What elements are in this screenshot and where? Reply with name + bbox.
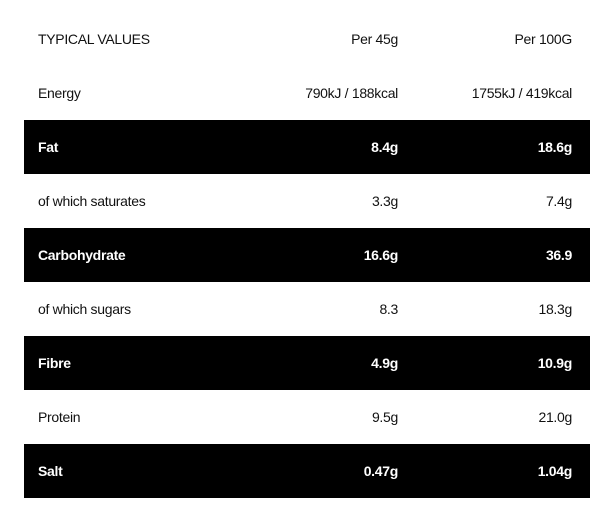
table-cell: of which sugars bbox=[38, 301, 131, 317]
table-cell: 8.4g bbox=[238, 120, 398, 174]
table-cell: 790kJ / 188kcal bbox=[305, 85, 398, 101]
table-cell: Fibre bbox=[24, 336, 238, 390]
table-cell: Energy bbox=[38, 85, 81, 101]
table-cell: 18.6g bbox=[398, 120, 590, 174]
header-row: TYPICAL VALUES Per 45g Per 100G bbox=[24, 12, 590, 66]
table-cell: TYPICAL VALUES bbox=[38, 31, 150, 47]
table-body: Energy 790kJ / 188kcal 1755kJ / 419kcal Fat… bbox=[24, 66, 590, 498]
table-cell: 8.3 bbox=[379, 301, 398, 317]
table-row: Salt 0.47g 1.04g bbox=[24, 444, 590, 498]
table-row: Fibre 4.9g 10.9g bbox=[24, 336, 590, 390]
table-cell: Carbohydrate bbox=[24, 228, 238, 282]
table-cell: 1755kJ / 419kcal bbox=[471, 85, 573, 101]
table-row: of which sugars 8.3 18.3g bbox=[24, 282, 590, 336]
table-row: Fat 8.4g 18.6g bbox=[24, 120, 590, 174]
table-cell: Per 100G bbox=[514, 31, 572, 47]
table-row: Energy 790kJ / 188kcal 1755kJ / 419kcal bbox=[24, 66, 590, 120]
table-cell: 18.3g bbox=[538, 301, 572, 317]
nutrition-table: TYPICAL VALUES Per 45g Per 100G Energy 790k… bbox=[24, 12, 590, 498]
table-cell: 1.04g bbox=[398, 444, 590, 498]
table-row: Carbohydrate 16.6g 36.9 bbox=[24, 228, 590, 282]
table-cell: Fat bbox=[24, 120, 238, 174]
table-cell: Salt bbox=[24, 444, 238, 498]
table-cell: 36.9 bbox=[398, 228, 590, 282]
table-row: of which saturates 3.3g 7.4g bbox=[24, 174, 590, 228]
table-cell: of which saturates bbox=[38, 193, 146, 209]
table-cell: Per 45g bbox=[351, 31, 398, 47]
table-cell: 21.0g bbox=[538, 409, 572, 425]
table-cell: Protein bbox=[38, 409, 81, 425]
table-cell: 0.47g bbox=[238, 444, 398, 498]
table-cell: 4.9g bbox=[238, 336, 398, 390]
table-cell: 7.4g bbox=[545, 193, 572, 209]
table-cell: 16.6g bbox=[238, 228, 398, 282]
table-cell: 3.3g bbox=[371, 193, 398, 209]
table-row: Protein 9.5g 21.0g bbox=[24, 390, 590, 444]
table-cell: 9.5g bbox=[371, 409, 398, 425]
table-header: TYPICAL VALUES Per 45g Per 100G bbox=[24, 12, 590, 66]
table-cell: 10.9g bbox=[398, 336, 590, 390]
